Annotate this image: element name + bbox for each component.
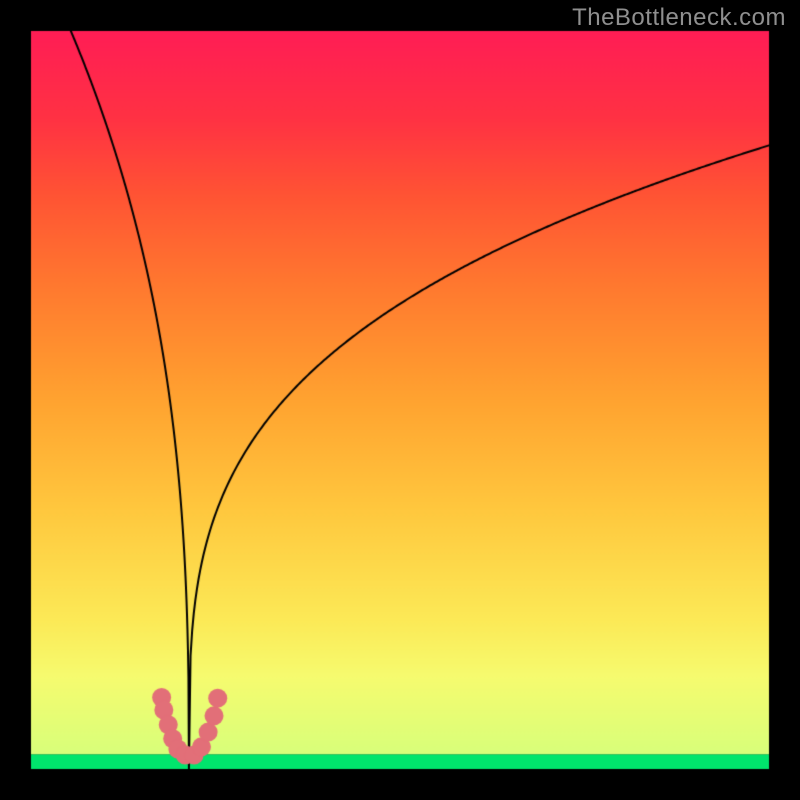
bottleneck-curve-chart — [0, 0, 800, 800]
chart-stage: TheBottleneck.com — [0, 0, 800, 800]
